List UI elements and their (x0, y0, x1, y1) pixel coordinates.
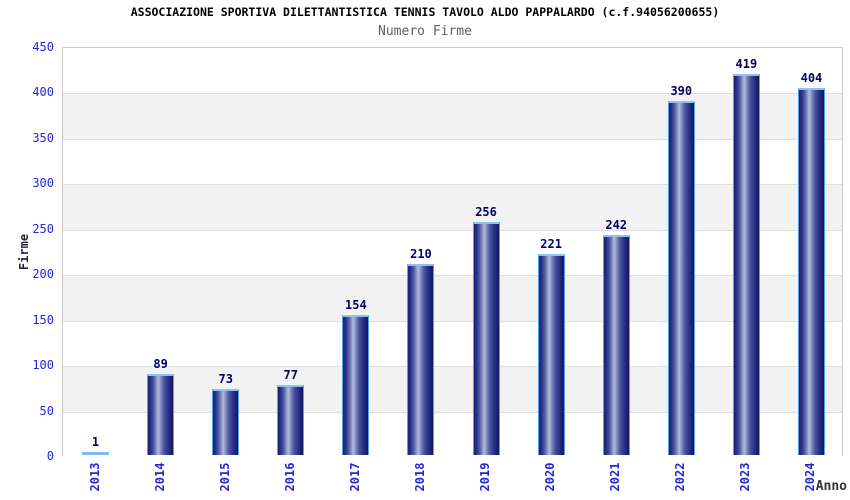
grid-band (63, 366, 842, 412)
y-tick-label: 250 (32, 221, 54, 236)
bar-value-label: 210 (410, 247, 432, 261)
bar (602, 235, 630, 455)
x-axis-label: Anno (815, 479, 847, 494)
bar (82, 452, 110, 455)
y-tick-label: 450 (32, 40, 54, 54)
bar (407, 264, 435, 455)
bar-value-label: 390 (670, 84, 693, 98)
x-tick-label: 2014 (152, 462, 167, 492)
bar (667, 101, 695, 455)
x-tick-label: 2022 (673, 462, 688, 492)
grid-band (63, 275, 842, 321)
y-tick-label: 100 (32, 358, 54, 373)
bar (212, 389, 240, 455)
bar-value-label: 256 (475, 205, 497, 219)
bar-value-label: 73 (218, 372, 233, 386)
x-tick-label: 2021 (608, 462, 623, 492)
chart-subtitle: Numero Firme (378, 24, 472, 39)
bar (797, 88, 825, 455)
bar (342, 315, 370, 455)
gridline (63, 138, 842, 140)
grid-band (63, 229, 842, 276)
bar (732, 74, 760, 455)
x-tick-label: 2018 (412, 462, 427, 492)
x-tick-label: 2015 (217, 462, 232, 492)
gridline (63, 320, 842, 322)
grid-band (63, 320, 842, 367)
x-tick-label: 2016 (282, 462, 297, 492)
y-tick-label: 400 (32, 85, 54, 100)
chart-title: ASSOCIAZIONE SPORTIVA DILETTANTISTICA TE… (130, 5, 720, 19)
x-tick-label: 2020 (543, 462, 558, 492)
gridline (63, 184, 842, 186)
gridline (63, 366, 842, 368)
x-tick-label: 2019 (478, 462, 493, 492)
x-tick-label: 2023 (738, 462, 753, 492)
grid-band (63, 138, 842, 185)
grid-band (63, 93, 842, 139)
bar (537, 254, 565, 455)
bar-value-label: 89 (153, 357, 168, 371)
grid-band (63, 48, 842, 94)
y-tick-label: 0 (46, 449, 54, 463)
x-tick-label: 2013 (87, 462, 102, 492)
y-axis-label: Firme (17, 233, 31, 271)
bar-value-label: 1 (91, 435, 100, 449)
bar-value-label: 404 (800, 71, 823, 85)
gridline (63, 275, 842, 277)
bar-value-label: 77 (283, 368, 298, 382)
plot-area: 1 89 73 77 154 210 256 221 242 390 419 404 (62, 47, 843, 457)
x-tick-label: 2024 (803, 462, 818, 492)
y-tick-label: 300 (32, 176, 54, 191)
grid-band (63, 184, 842, 230)
bar (147, 374, 175, 455)
bar-value-label: 221 (540, 237, 562, 251)
bar (472, 222, 500, 455)
gridline (63, 93, 842, 95)
grid-band (63, 411, 842, 457)
y-tick-label: 200 (32, 267, 54, 282)
bar-value-label: 154 (345, 298, 367, 312)
gridline (63, 229, 842, 231)
bar-value-label: 419 (735, 57, 758, 71)
y-tick-label: 50 (39, 403, 54, 418)
y-tick-label: 150 (32, 312, 54, 327)
gridline (63, 411, 842, 413)
x-tick-label: 2017 (347, 462, 362, 492)
y-tick-label: 350 (32, 130, 54, 145)
bar (277, 385, 305, 455)
bar-value-label: 242 (605, 218, 628, 232)
